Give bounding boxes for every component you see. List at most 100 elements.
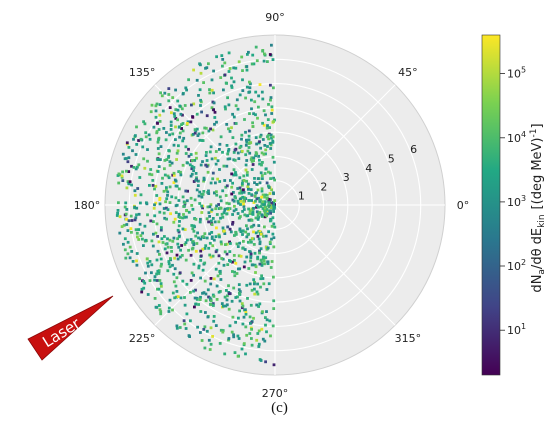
scatter-point [272,203,275,207]
scatter-point [116,209,120,212]
scatter-point [172,112,176,116]
scatter-point [180,127,183,130]
scatter-point [268,319,272,323]
scatter-point [211,217,215,220]
scatter-point [245,85,249,89]
scatter-point [265,197,269,200]
scatter-point [195,188,199,192]
scatter-point [237,288,241,292]
scatter-point [272,245,276,249]
scatter-point [195,112,199,116]
scatter-point [201,268,205,272]
scatter-point [261,193,265,197]
scatter-point [191,227,195,231]
scatter-point [171,239,175,243]
scatter-point [232,254,236,257]
scatter-point [187,248,190,252]
scatter-point [166,269,170,273]
scatter-point [257,154,260,158]
scatter-point [219,206,223,210]
scatter-point [230,172,234,176]
scatter-point [201,160,204,163]
scatter-point [223,179,227,182]
scatter-point [167,93,171,96]
scatter-point [127,146,131,149]
scatter-point [171,308,174,312]
scatter-point [207,62,210,66]
scatter-point [204,292,208,296]
scatter-point [154,231,158,235]
scatter-point [131,149,134,153]
scatter-point [268,200,271,204]
scatter-point [155,272,158,276]
scatter-point [247,182,250,186]
scatter-point [273,205,276,209]
scatter-point [175,253,179,257]
scatter-point [257,94,260,98]
scatter-point [245,255,249,259]
scatter-point [129,227,133,230]
scatter-point [258,140,261,144]
scatter-point [189,174,193,178]
scatter-point [153,278,156,282]
scatter-point [250,343,254,347]
scatter-point [199,100,203,104]
scatter-point [245,173,249,177]
scatter-point [192,180,196,183]
colorbar-tick-label: 105 [507,66,526,81]
scatter-point [259,198,262,202]
scatter-point [250,62,254,66]
scatter-point [270,108,274,112]
scatter-point [187,154,191,158]
scatter-point [263,200,267,204]
scatter-point [159,228,163,232]
scatter-point [173,267,177,271]
scatter-point [177,230,181,234]
scatter-point [148,184,151,187]
scatter-point [166,237,169,241]
scatter-point [245,68,249,72]
scatter-point [147,133,151,137]
scatter-point [160,94,164,98]
scatter-point [201,247,205,251]
scatter-point [157,269,161,272]
scatter-point [180,107,184,111]
scatter-point [135,125,138,129]
scatter-point [240,133,244,137]
scatter-point [164,200,167,204]
scatter-point [184,145,188,149]
scatter-point [168,298,172,302]
scatter-point [267,197,271,201]
scatter-point [258,158,261,162]
scatter-point [237,216,241,220]
scatter-point [264,152,267,156]
scatter-point [128,245,132,249]
scatter-point [249,188,253,191]
scatter-point [189,120,193,124]
scatter-point [244,163,248,167]
scatter-point [144,271,147,275]
scatter-point [136,235,139,239]
scatter-point [232,115,236,119]
scatter-point [250,219,254,222]
scatter-point [226,263,230,266]
scatter-point [270,136,273,140]
scatter-point [140,290,144,294]
scatter-point [247,187,250,191]
scatter-point [172,143,176,147]
scatter-point [212,238,216,242]
scatter-point [190,271,194,275]
scatter-point [141,237,144,241]
laser-triangle [27,295,114,361]
scatter-point [239,254,243,258]
scatter-point [225,184,229,188]
scatter-point [248,218,251,222]
scatter-point [176,228,180,232]
colorbar-label: dNa/dθ dEkin[(deg MeV)-1] [529,123,547,292]
angle-tick-label: 0° [457,199,470,212]
scatter-point [134,167,138,171]
polar-scatter-chart: 0° 45° 90° 135° 180° 225° 270° 315° 1 2 3 4 5 6 Lase… [27,11,547,400]
scatter-point [194,234,198,238]
scatter-point [199,331,202,334]
scatter-point [261,138,265,141]
